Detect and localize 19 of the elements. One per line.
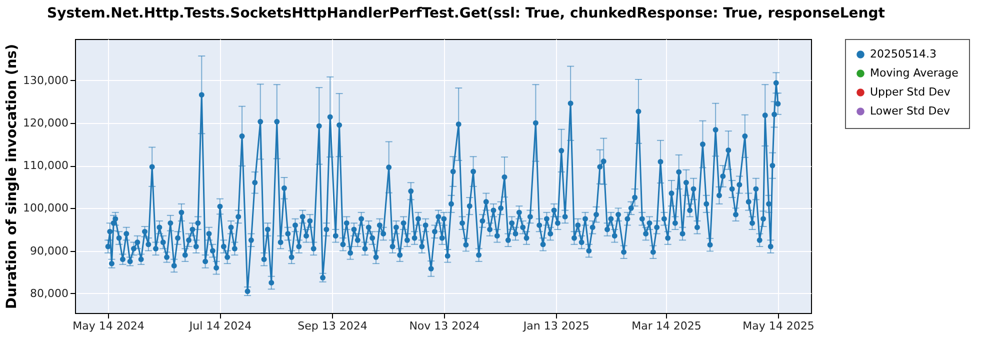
x-tick-label: May 14 2024 xyxy=(72,320,144,332)
x-tick-label: Mar 14 2025 xyxy=(632,320,702,332)
x-tick-label: Jan 13 2025 xyxy=(522,320,590,332)
y-tick-label: 120,000 xyxy=(23,116,68,130)
x-tick-label: Jul 14 2024 xyxy=(188,320,252,332)
x-tick-label: May 14 2025 xyxy=(742,320,814,332)
legend-label: Moving Average xyxy=(870,66,959,80)
x-tick-label: Sep 13 2024 xyxy=(298,320,368,332)
legend-label: Upper Std Dev xyxy=(870,86,951,98)
y-tick-label: 100,000 xyxy=(23,202,68,215)
y-tick-label: 90,000 xyxy=(30,244,68,258)
x-tick-label: Nov 13 2024 xyxy=(409,320,480,332)
legend-label: 20250514.3 xyxy=(870,48,936,60)
chart-title: System.Net.Http.Tests.SocketsHttpHandlerPerfTest.Get(ssl: True, chunkedResponse: True, responseLengt xyxy=(47,6,886,22)
legend-label: Lower Std Dev xyxy=(870,104,950,118)
y-axis-title: Duration of single invocation (ns) xyxy=(4,44,20,310)
y-tick-label: 130,000 xyxy=(23,74,68,87)
y-tick-label: 80,000 xyxy=(30,286,68,300)
y-tick-label: 110,000 xyxy=(23,159,68,172)
